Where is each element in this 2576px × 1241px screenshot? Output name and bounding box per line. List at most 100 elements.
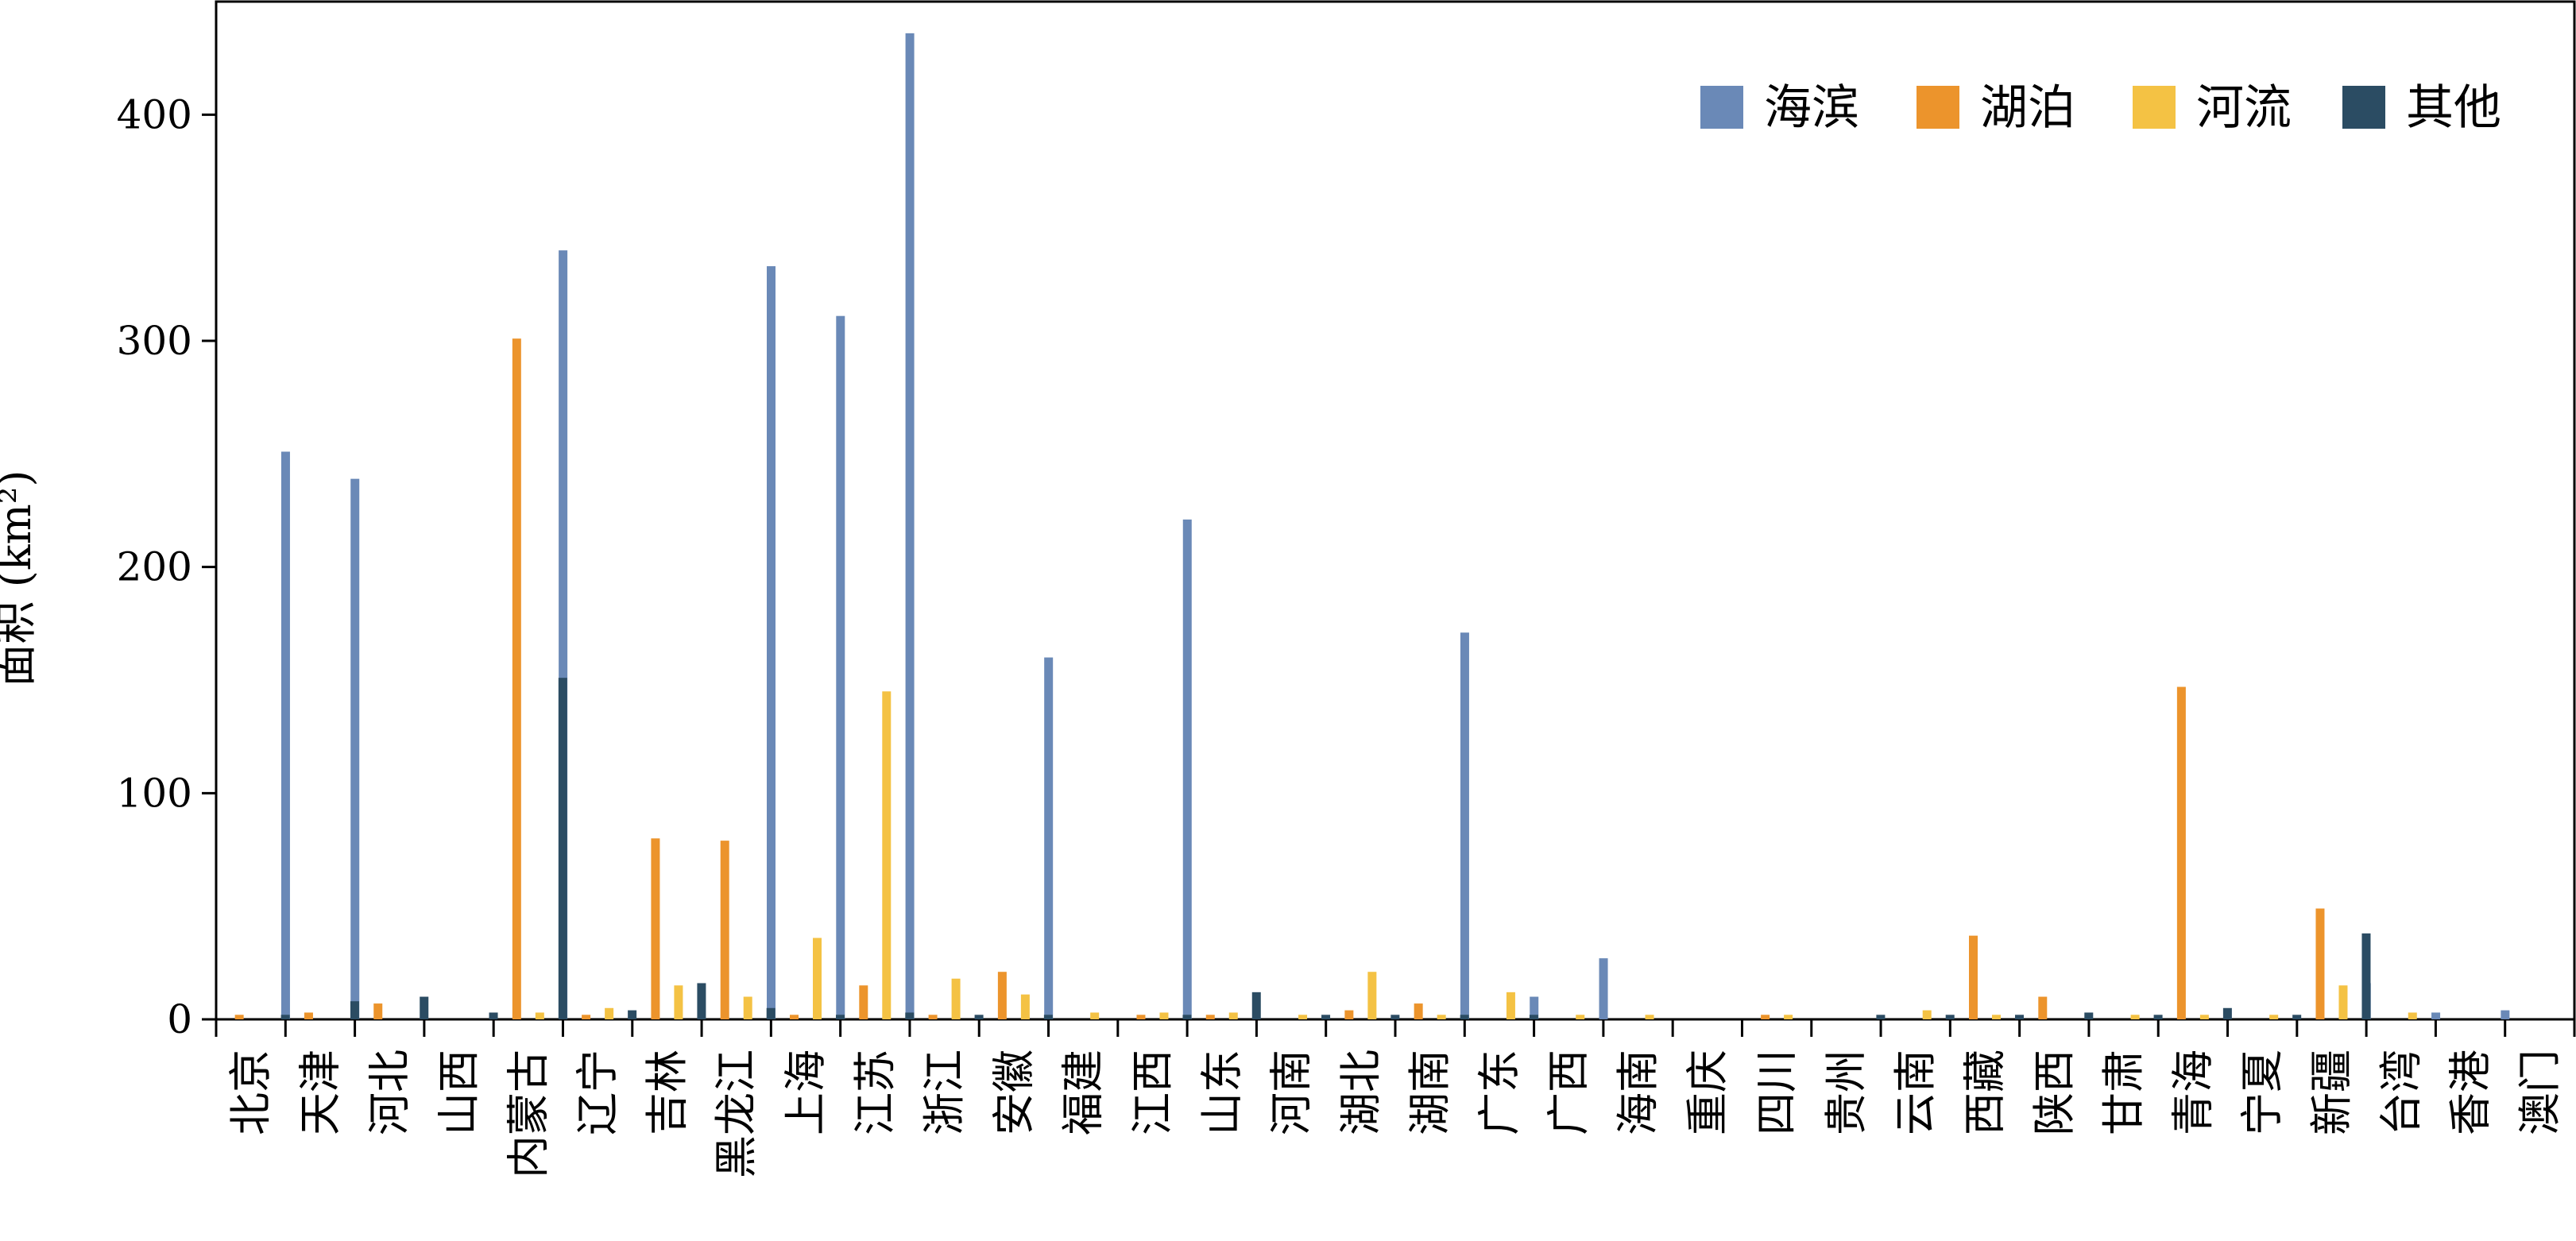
bar [1506,992,1515,1019]
bar [2199,1015,2209,1019]
x-tick-label: 云南 [1890,1050,1940,1135]
x-tick-label: 辽宁 [573,1050,623,1135]
bar [1876,1015,1886,1019]
bar [2408,1012,2417,1019]
bar [1182,1015,1192,1019]
bar [974,1015,984,1019]
bar [836,315,845,1020]
bar [1298,1015,1308,1019]
bar [790,1015,799,1019]
x-tick-label: 江苏 [850,1050,900,1135]
x-tick-label: 江西 [1127,1050,1178,1135]
bar [1761,1015,1770,1019]
bar [420,996,429,1019]
bar [1251,992,1261,1019]
x-tick-label: 重庆 [1682,1050,1732,1135]
bar [1529,1015,1538,1019]
bar [1182,519,1192,1019]
bar [813,938,822,1019]
bar [1992,1015,2001,1019]
bar [1460,1015,1469,1019]
bar [1599,958,1608,1019]
bar [697,983,706,1019]
bar [2361,933,2371,1019]
bar [766,1007,776,1019]
bar [1044,657,1054,1019]
bar [882,691,892,1019]
bar [767,266,776,1019]
bar [651,838,660,1019]
bar [350,478,360,1019]
x-tick-label: 湖北 [1336,1050,1386,1135]
y-tick-label: 0 [167,996,192,1042]
y-tick-label: 200 [117,544,192,590]
bar [1922,1010,1932,1019]
bar [1205,1015,1215,1019]
x-tick-label: 河南 [1267,1050,1317,1135]
x-tick-label: 西藏 [1960,1050,2010,1135]
bar [2176,686,2186,1019]
x-tick-label: 台湾 [2376,1050,2426,1135]
legend: 海滨 湖泊 河流 其他 [1700,80,2501,136]
legend-label: 河流 [2196,80,2292,136]
bar [2315,908,2325,1019]
x-tick-label: 黑龙江 [711,1050,761,1178]
x-tick-label: 内蒙古 [503,1050,553,1178]
bar [1460,632,1469,1019]
bar [1043,1015,1053,1019]
x-tick-label: 湖南 [1405,1050,1455,1135]
legend-swatch [1700,86,1743,129]
bar [489,1012,498,1019]
bar [1228,1012,1238,1019]
bar [905,1012,915,1019]
bar [720,841,729,1019]
bar [512,338,521,1019]
x-tick-label: 甘肃 [2098,1050,2149,1135]
bar [1367,972,1377,1019]
bar [1414,1003,1423,1019]
bar [280,1015,290,1019]
x-tick-label: 海南 [1613,1050,1663,1135]
x-tick-label: 安徽 [988,1050,1039,1135]
bar [2338,985,2348,1019]
x-tick-label: 四川 [1752,1050,1802,1135]
bar [2292,1015,2302,1019]
bar [1159,1012,1169,1019]
bar [1090,1012,1100,1019]
bar [1437,1015,1446,1019]
legend-swatch [1917,86,1959,129]
bar [2153,1015,2163,1019]
x-tick-label: 澳门 [2515,1050,2565,1135]
bar [2015,1015,2024,1019]
y-tick-label: 300 [117,318,192,364]
bar [1784,1015,1793,1019]
bar [559,250,568,1020]
bar [2501,1010,2510,1019]
plot-border [215,0,2576,1021]
bar [1390,1015,1400,1019]
bar [997,972,1007,1019]
bar [2431,1012,2441,1019]
bar [674,985,683,1019]
plot-frame [215,0,2576,1021]
y-axis: 0 100 200 300 400 [117,91,216,1042]
x-tick-label: 宁夏 [2238,1050,2288,1135]
x-tick-label: 新疆 [2307,1050,2357,1135]
x-tick-label: 吉林 [642,1050,692,1135]
x-tick-label: 广东 [1474,1050,1524,1135]
bar [628,1010,637,1019]
y-tick-label: 400 [117,91,192,137]
bar [605,1007,614,1019]
bar [1576,1015,1585,1019]
bar [2269,1015,2279,1019]
bar [928,1015,938,1019]
x-axis: 北京 天津 河北 山西 内蒙古 辽宁 吉林 黑龙江 上海 江苏 浙江 安徽 福建 江西 山东 河南 湖北 湖南 广东… [215,1019,2576,1178]
bar [743,996,752,1019]
legend-swatch [2133,86,2176,129]
bar [304,1012,313,1019]
bar [1136,1015,1146,1019]
bar [2084,1012,2094,1019]
x-tick-label: 上海 [781,1050,831,1135]
bar [234,1015,244,1019]
